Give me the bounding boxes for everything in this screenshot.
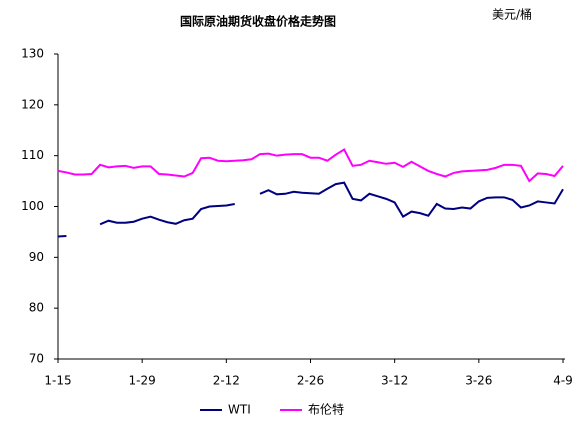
- x-tick-label: 3-12: [381, 374, 408, 388]
- legend-label: WTI: [228, 403, 251, 417]
- legend-label: 布伦特: [308, 402, 344, 417]
- series-line: [57, 148, 564, 183]
- series-line: [57, 234, 67, 238]
- y-tick-label: 80: [29, 301, 44, 315]
- x-tick-label: 3-26: [465, 374, 492, 388]
- x-tick-label: 2-12: [213, 374, 240, 388]
- x-tick-label: 1-29: [129, 374, 156, 388]
- x-tick-label: 4-9: [553, 374, 573, 388]
- y-tick-label: 130: [21, 47, 44, 61]
- y-tick-label: 100: [21, 199, 44, 213]
- y-tick-label: 90: [29, 250, 44, 264]
- y-tick-label: 120: [21, 97, 44, 111]
- x-tick-label: 1-15: [44, 374, 71, 388]
- y-tick-label: 110: [21, 148, 44, 162]
- chart-title: 国际原油期货收盘价格走势图: [180, 14, 336, 29]
- series-line: [99, 202, 235, 226]
- unit-label: 美元/桶: [492, 7, 532, 22]
- x-tick-label: 2-26: [297, 374, 324, 388]
- y-tick-label: 70: [29, 352, 44, 366]
- series-line: [259, 181, 564, 219]
